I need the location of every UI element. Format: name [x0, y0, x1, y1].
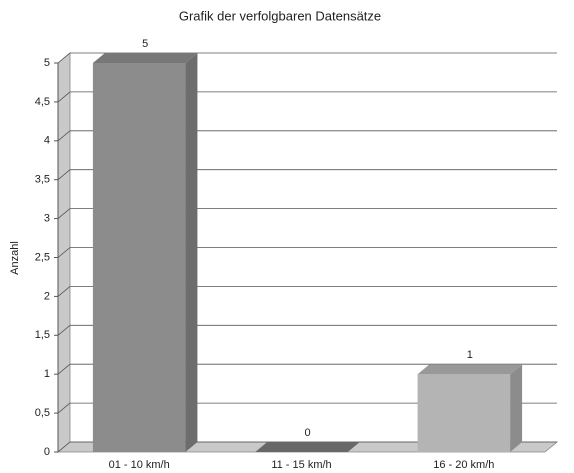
x-tick-label: 16 - 20 km/h: [433, 459, 494, 471]
grid-line-wall: [57, 286, 71, 297]
chart-title: Grafik der verfolgbaren Datensätze: [179, 8, 381, 23]
bar-side: [510, 364, 523, 452]
grid-line-wall: [57, 130, 71, 142]
y-tick-label: 4,5: [35, 96, 50, 108]
grid-line-wall: [57, 441, 71, 453]
value-label: 0: [304, 427, 310, 439]
y-tick-label: 0,5: [35, 407, 50, 419]
x-tick-label: 01 - 10 km/h: [109, 459, 170, 471]
grid-line-wall: [57, 91, 71, 103]
grid-line-wall: [57, 363, 71, 375]
bar-side: [185, 53, 198, 452]
y-tick-label: 3: [44, 213, 50, 225]
grid-line-wall: [57, 52, 71, 64]
y-tick-label: 0: [44, 446, 50, 458]
grid-line-wall: [57, 324, 71, 336]
value-label: 5: [142, 38, 148, 50]
y-tick-label: 2: [44, 290, 50, 302]
y-tick-label: 3,5: [35, 174, 50, 186]
y-tick-label: 2,5: [35, 251, 50, 263]
grid-line-wall: [57, 402, 71, 414]
grid-line-wall: [57, 247, 71, 258]
grid-line-wall: [57, 169, 71, 181]
x-tick-label: 11 - 15 km/h: [271, 459, 331, 471]
bar-top: [255, 442, 360, 452]
y-axis-label: Anzahl: [9, 241, 21, 275]
value-label: 1: [467, 349, 473, 361]
bar: [92, 63, 186, 452]
y-tick-label: 5: [44, 57, 50, 69]
bar-top: [92, 53, 198, 63]
y-tick-label: 1,5: [35, 329, 50, 341]
y-tick-label: 4: [44, 135, 50, 147]
grid-line-wall: [57, 208, 71, 219]
bar: [417, 374, 511, 452]
bar-top: [417, 364, 523, 375]
y-tick-label: 1: [44, 368, 50, 380]
